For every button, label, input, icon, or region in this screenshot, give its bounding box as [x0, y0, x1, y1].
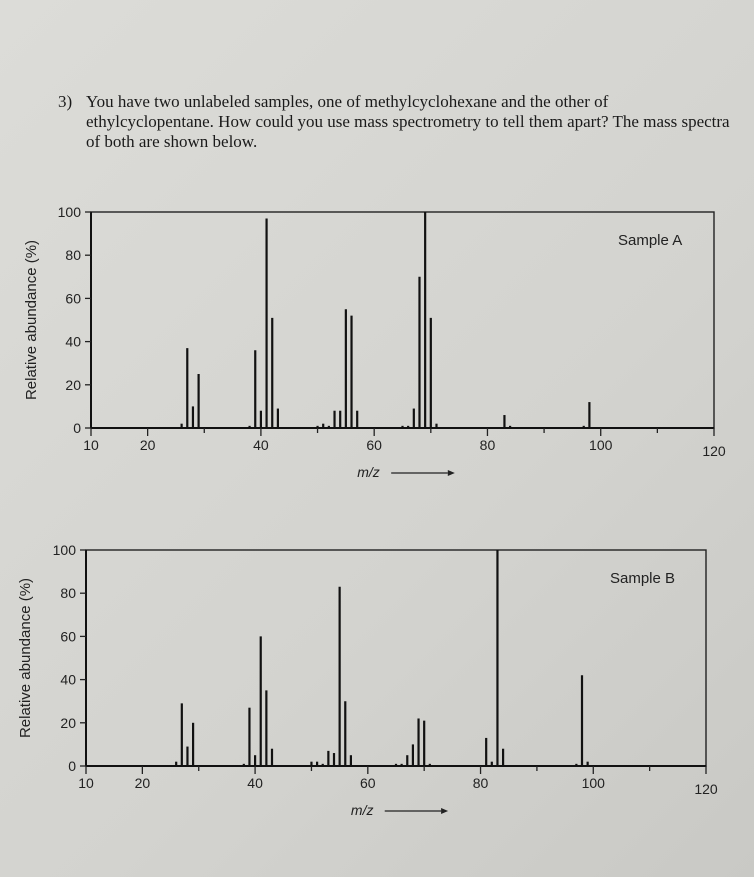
- arrow-head-icon: [441, 808, 449, 814]
- y-tick-label: 100: [53, 542, 77, 558]
- sample-label: Sample A: [618, 232, 682, 249]
- x-tick-label: 120: [694, 781, 718, 797]
- y-tick-label: 40: [60, 672, 76, 688]
- x-axis-label: m/z: [351, 802, 374, 818]
- question-number: 3): [58, 92, 73, 111]
- x-tick-label: 60: [366, 437, 382, 453]
- x-tick-label: 20: [135, 775, 151, 791]
- question: 3) You have two unlabeled samples, one o…: [58, 92, 738, 152]
- x-tick-label: 100: [582, 775, 606, 791]
- y-axis-label: Relative abundance (%): [17, 578, 34, 738]
- y-axis-label: Relative abundance (%): [23, 240, 40, 400]
- x-tick-label: 10: [78, 775, 94, 791]
- y-tick-label: 80: [65, 247, 81, 263]
- x-tick-label: 100: [589, 437, 613, 453]
- y-tick-label: 40: [65, 334, 81, 350]
- y-tick-label: 100: [58, 204, 82, 220]
- x-tick-label: 80: [473, 775, 489, 791]
- y-tick-label: 0: [73, 420, 81, 436]
- x-tick-label: 10: [83, 437, 99, 453]
- question-text: You have two unlabeled samples, one of m…: [86, 92, 730, 151]
- x-tick-label: 60: [360, 775, 376, 791]
- sample-label: Sample B: [610, 570, 675, 587]
- x-tick-label: 40: [247, 775, 263, 791]
- x-axis-label: m/z: [357, 464, 380, 480]
- y-tick-label: 20: [65, 377, 81, 393]
- x-tick-label: 40: [253, 437, 269, 453]
- arrow-head-icon: [447, 470, 455, 476]
- y-tick-label: 20: [60, 715, 76, 731]
- x-tick-label: 20: [140, 437, 156, 453]
- y-tick-label: 60: [60, 628, 76, 644]
- y-tick-label: 0: [68, 758, 76, 774]
- y-tick-label: 80: [60, 585, 76, 601]
- y-tick-label: 60: [65, 290, 81, 306]
- x-tick-label: 80: [480, 437, 496, 453]
- x-tick-label: 120: [702, 443, 726, 459]
